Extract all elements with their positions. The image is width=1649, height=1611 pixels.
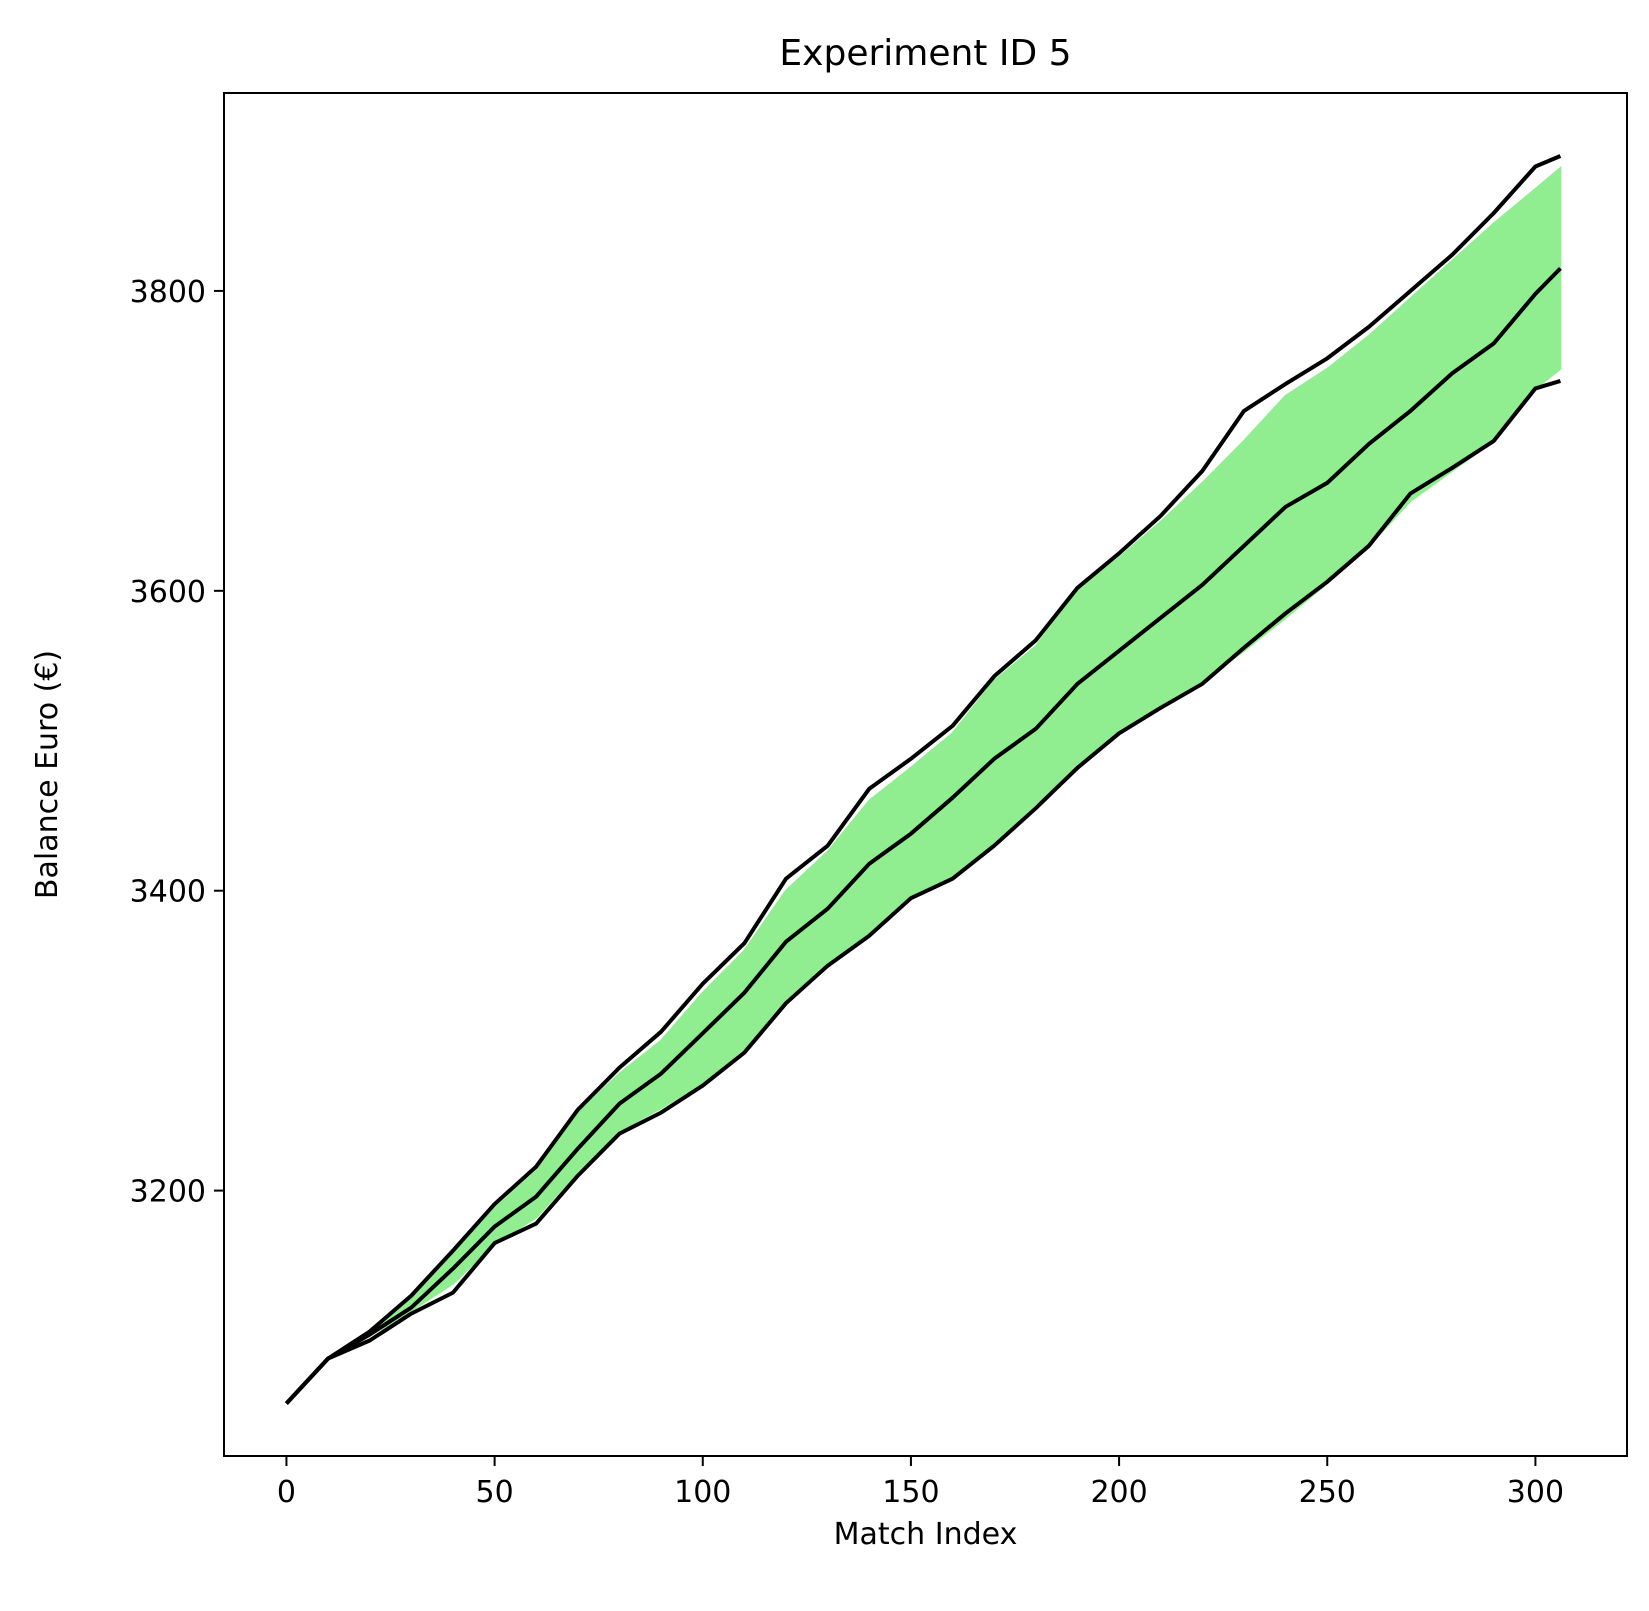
plot-area xyxy=(284,154,1562,1405)
chart-title: Experiment ID 5 xyxy=(779,33,1071,74)
series-line-2 xyxy=(284,266,1562,1405)
x-tick-label: 0 xyxy=(277,1475,296,1510)
x-tick-label: 200 xyxy=(1090,1475,1147,1510)
y-axis: 3200 3400 3600 3800 xyxy=(130,275,224,1210)
x-tick-label: 300 xyxy=(1507,1475,1564,1510)
y-tick-label: 3600 xyxy=(130,575,206,610)
axes-frame xyxy=(223,92,1628,1457)
x-tick-label: 150 xyxy=(882,1475,939,1510)
x-tick-label: 50 xyxy=(476,1475,514,1510)
y-tick-label: 3800 xyxy=(130,275,206,310)
series-line-3 xyxy=(284,378,1561,1405)
x-tick-label: 250 xyxy=(1299,1475,1356,1510)
x-axis-label: Match Index xyxy=(834,1517,1018,1552)
y-tick-label: 3200 xyxy=(130,1175,206,1210)
y-tick-label: 3400 xyxy=(130,875,206,910)
y-axis-label: Balance Euro (€) xyxy=(30,650,65,899)
series-line-1 xyxy=(284,154,1562,1405)
x-axis: 0 50 100 150 200 250 300 xyxy=(277,1456,1564,1510)
x-tick-label: 100 xyxy=(674,1475,731,1510)
